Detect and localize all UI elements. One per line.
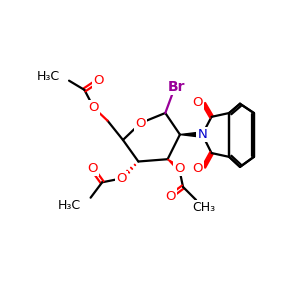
Text: H₃C: H₃C [58,199,81,212]
Text: O: O [165,190,176,203]
Text: Br: Br [168,80,186,94]
Text: H₃C: H₃C [37,70,60,83]
Polygon shape [180,132,202,137]
Text: O: O [88,101,99,114]
Text: O: O [93,74,104,87]
Text: O: O [135,116,146,130]
Text: N: N [197,128,207,141]
Text: O: O [192,96,203,109]
Polygon shape [168,159,181,170]
Text: O: O [192,162,203,175]
Text: O: O [116,172,127,185]
Text: O: O [174,162,184,175]
Text: CH₃: CH₃ [192,201,215,214]
Text: O: O [87,162,98,175]
